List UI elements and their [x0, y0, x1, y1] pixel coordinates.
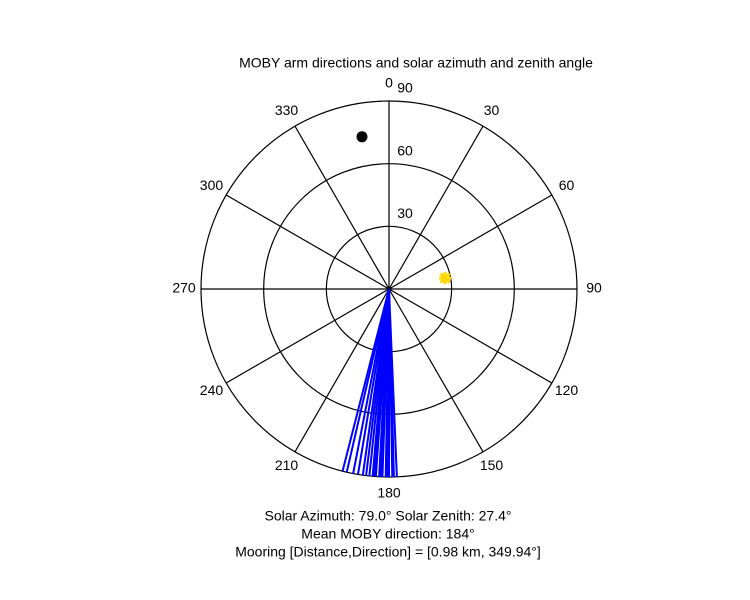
- spoke: [225, 194, 390, 290]
- theta-tick-label: 210: [275, 457, 299, 473]
- annotation: Solar Azimuth: 79.0° Solar Zenith: 27.4°: [265, 508, 512, 524]
- theta-tick-label: 60: [559, 177, 575, 193]
- theta-tick-label: 120: [555, 382, 579, 398]
- r-tick-label: 90: [397, 80, 413, 96]
- arm-direction: [352, 288, 390, 474]
- spoke: [388, 125, 484, 290]
- mooring-marker: [356, 131, 368, 143]
- theta-tick-label: 300: [200, 177, 224, 193]
- spoke: [388, 288, 484, 453]
- spoke: [388, 194, 553, 290]
- r-tick-label: 30: [397, 205, 413, 221]
- theta-tick-label: 150: [480, 457, 504, 473]
- spoke: [388, 288, 553, 384]
- annotation: Mean MOBY direction: 184°: [301, 526, 474, 542]
- theta-tick-label: 270: [172, 280, 196, 296]
- r-tick-label: 60: [397, 142, 413, 158]
- spoke: [225, 288, 390, 384]
- spoke: [294, 288, 390, 453]
- annotation: Mooring [Distance,Direction] = [0.98 km,…: [235, 544, 541, 560]
- theta-tick-label: 180: [377, 485, 401, 501]
- theta-tick-label: 0: [385, 75, 393, 91]
- theta-tick-label: 90: [586, 280, 602, 296]
- chart-title: MOBY arm directions and solar azimuth an…: [239, 55, 593, 71]
- sun-marker: [439, 272, 452, 285]
- theta-tick-label: 240: [200, 382, 224, 398]
- arm-direction: [341, 288, 390, 472]
- theta-tick-label: 30: [484, 102, 500, 118]
- theta-tick-label: 330: [275, 102, 299, 118]
- spoke: [294, 125, 390, 290]
